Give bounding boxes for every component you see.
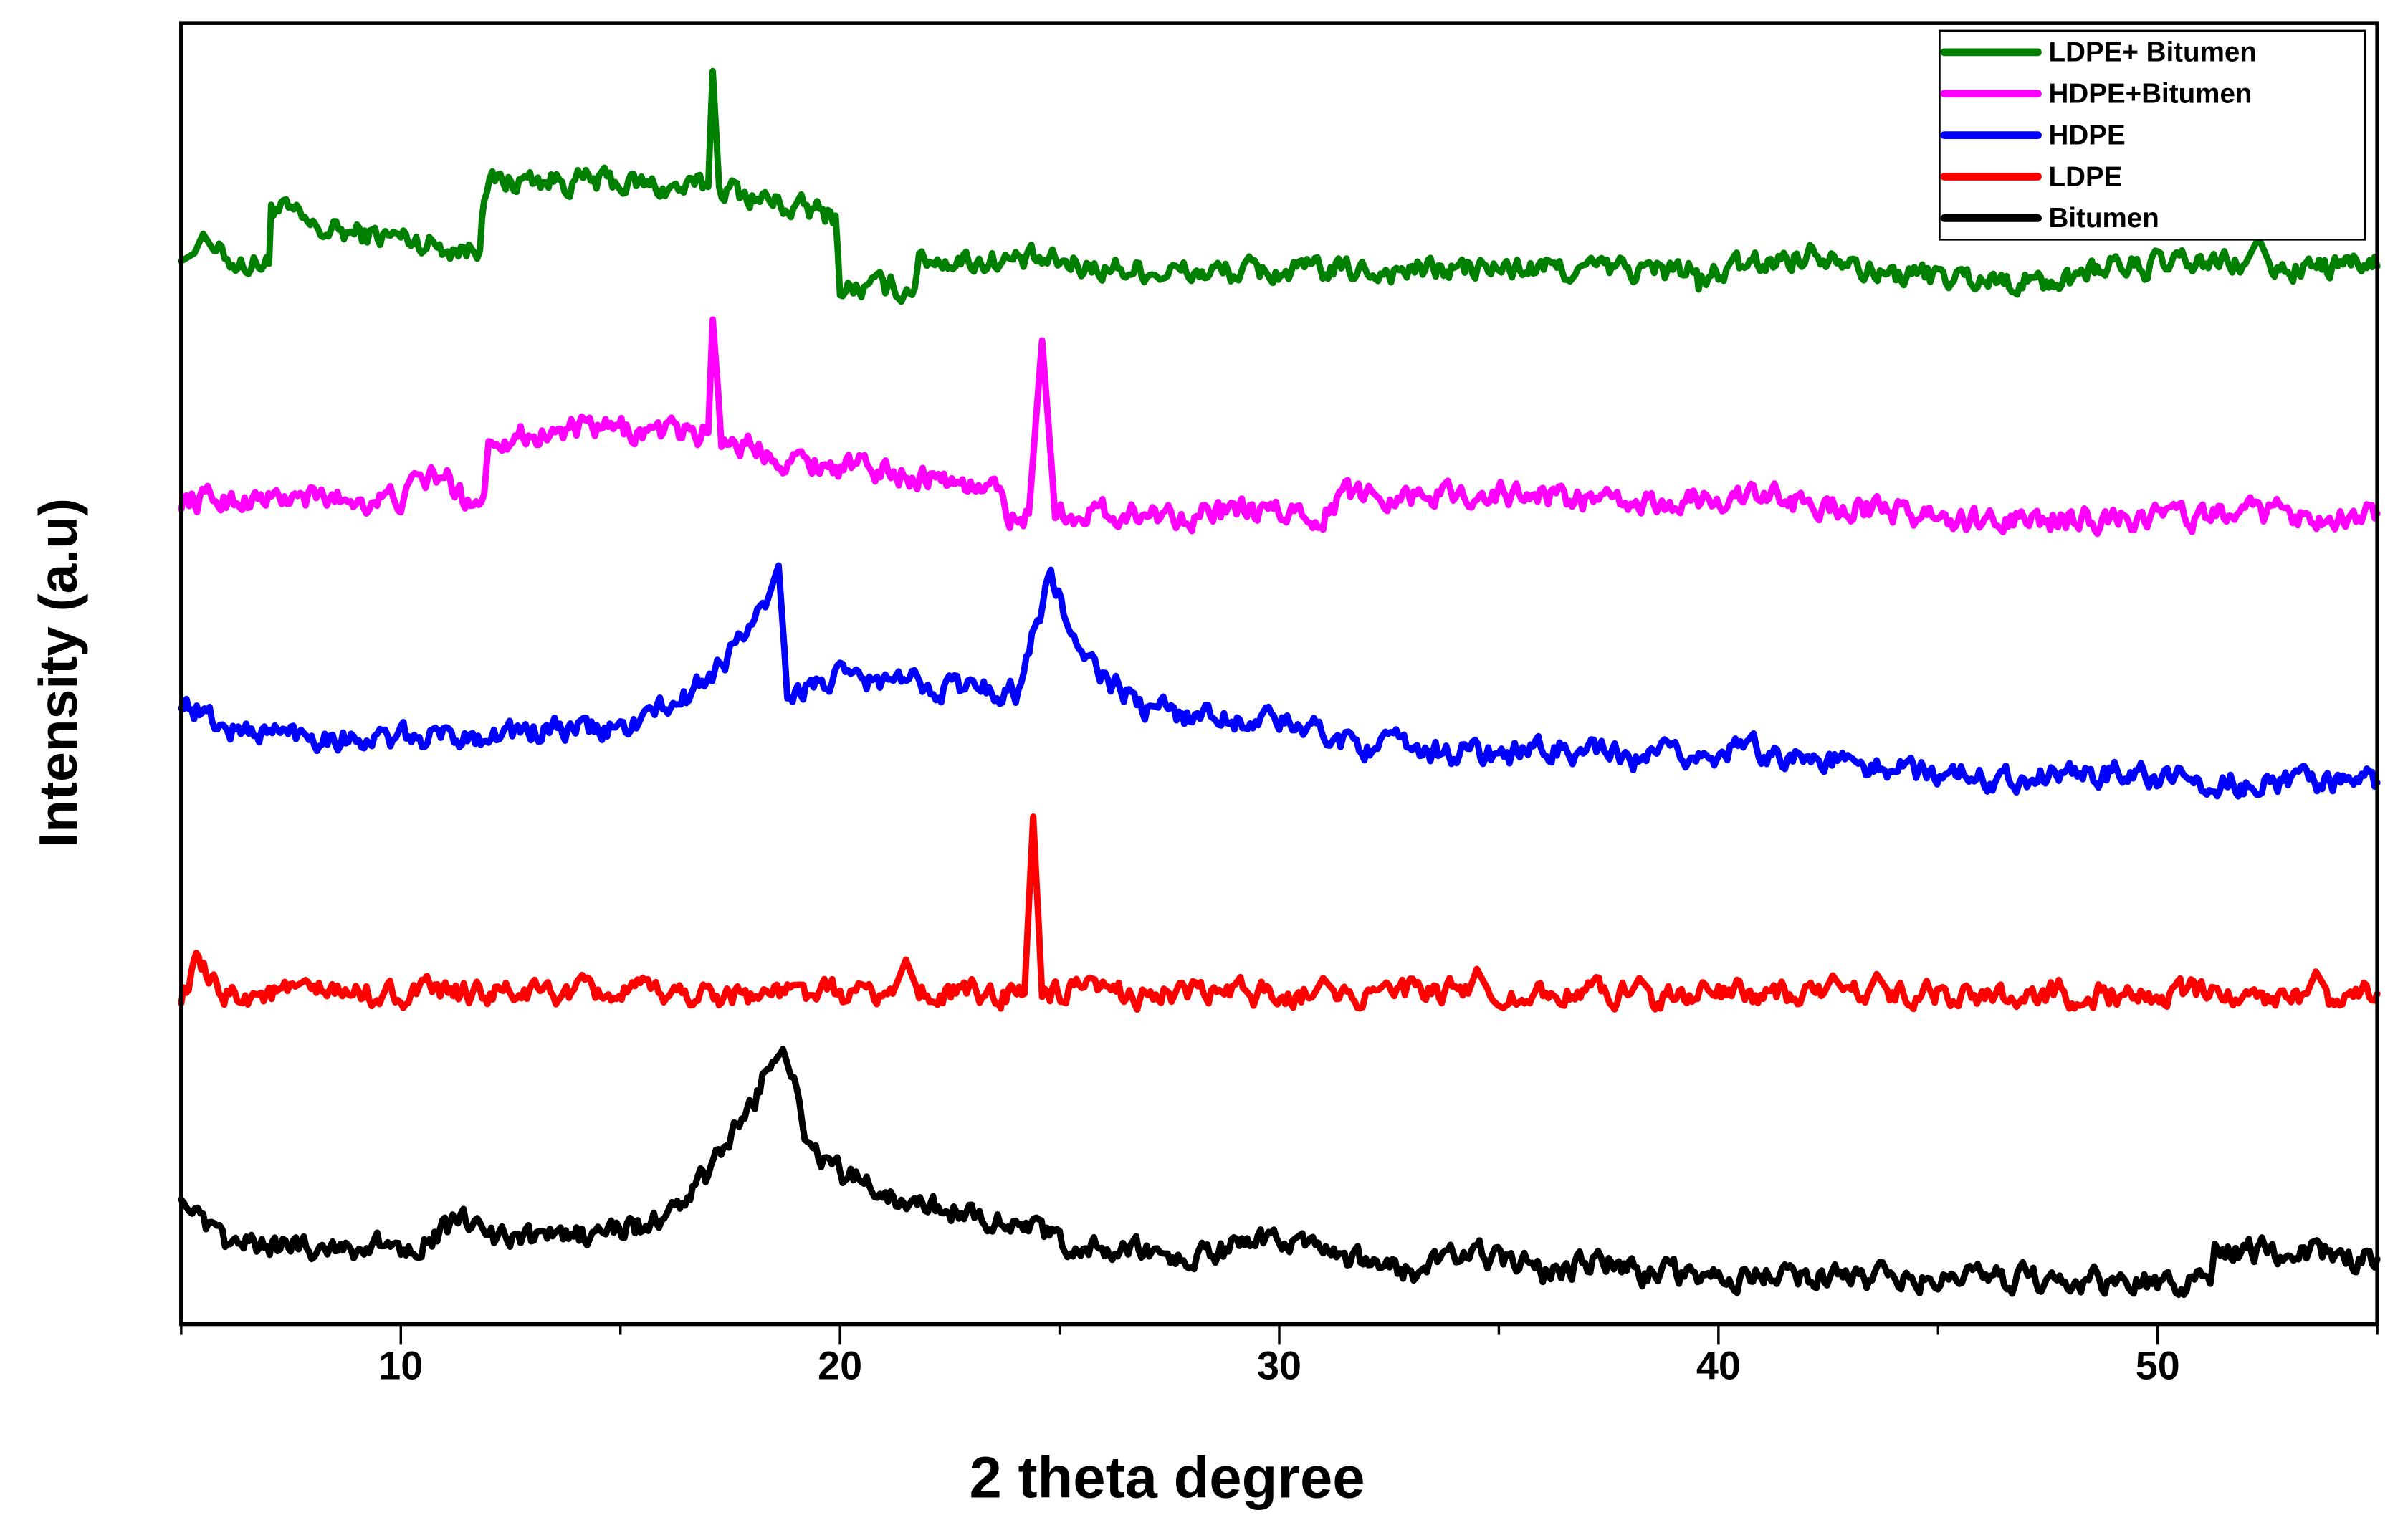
legend: LDPE+ Bitumen HDPE+Bitumen HDPE LDPE Bit… [1939, 29, 2366, 241]
x-tick-label: 50 [2136, 1344, 2180, 1388]
legend-label: HDPE+Bitumen [2049, 79, 2252, 110]
legend-item-ldpe-bitumen: LDPE+ Bitumen [1940, 37, 2257, 68]
trace-bitumen [178, 1046, 2381, 1299]
legend-label: Bitumen [2049, 203, 2159, 234]
x-tick-label: 40 [1696, 1344, 1741, 1388]
x-axis-ticks [180, 1324, 2379, 1345]
x-tick-label: 30 [1257, 1344, 1301, 1388]
x-tick-labels: 10 20 30 40 50 [378, 1344, 2179, 1388]
legend-item-hdpe: HDPE [1940, 120, 2126, 151]
legend-label: HDPE [2049, 120, 2126, 151]
plot-traces [178, 67, 2381, 1299]
legend-label: LDPE [2049, 161, 2123, 192]
x-tick-label: 20 [818, 1344, 862, 1388]
trace-hdpe-bitumen [178, 316, 2381, 538]
x-tick-label: 10 [378, 1344, 423, 1388]
legend-item-hdpe-bitumen: HDPE+Bitumen [1940, 79, 2252, 110]
y-axis-title: Intensity (a.u) [28, 498, 88, 848]
legend-item-bitumen: Bitumen [1940, 203, 2159, 234]
x-axis-title: 2 theta degree [970, 1446, 1365, 1511]
trace-ldpe-bitumen [178, 67, 2381, 305]
legend-item-ldpe: LDPE [1940, 161, 2123, 192]
trace-ldpe [178, 813, 2381, 1013]
trace-hdpe [178, 562, 2381, 800]
legend-label: LDPE+ Bitumen [2049, 37, 2257, 68]
